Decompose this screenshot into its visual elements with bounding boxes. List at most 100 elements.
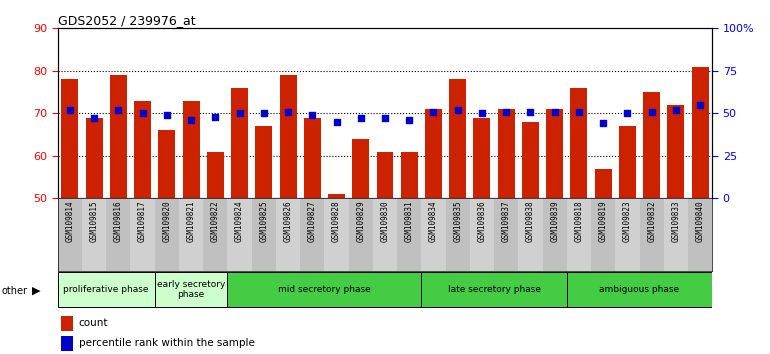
Point: [403, 117, 415, 123]
Point: [136, 110, 149, 116]
Point: [548, 109, 561, 114]
Text: GSM109819: GSM109819: [598, 200, 608, 242]
Text: GSM109820: GSM109820: [162, 200, 172, 242]
Bar: [668, 105, 685, 198]
Bar: [231, 88, 248, 198]
Bar: [494, 198, 518, 271]
Bar: [497, 109, 514, 198]
Bar: [182, 101, 199, 198]
Text: ambiguous phase: ambiguous phase: [600, 285, 680, 294]
Point: [500, 109, 512, 114]
Point: [282, 109, 294, 114]
Bar: [619, 126, 636, 198]
Bar: [62, 79, 79, 198]
Bar: [280, 75, 296, 198]
Bar: [134, 101, 151, 198]
Text: GSM109824: GSM109824: [235, 200, 244, 242]
Text: GSM109815: GSM109815: [89, 200, 99, 242]
Bar: [155, 272, 227, 307]
Bar: [276, 198, 300, 271]
Bar: [546, 109, 563, 198]
Bar: [591, 198, 615, 271]
Bar: [400, 152, 417, 198]
Bar: [643, 92, 660, 198]
Bar: [159, 130, 176, 198]
Text: GSM109836: GSM109836: [477, 200, 487, 242]
Text: GSM109831: GSM109831: [405, 200, 413, 242]
Bar: [421, 198, 446, 271]
Point: [330, 119, 343, 125]
Text: ▶: ▶: [32, 286, 40, 296]
Text: GSM109835: GSM109835: [454, 200, 462, 242]
Text: GSM109828: GSM109828: [332, 200, 341, 242]
Bar: [227, 198, 252, 271]
Bar: [179, 198, 203, 271]
Text: GSM109818: GSM109818: [574, 200, 584, 242]
Bar: [349, 198, 373, 271]
Text: late secretory phase: late secretory phase: [447, 285, 541, 294]
Point: [597, 121, 609, 126]
Bar: [543, 198, 567, 271]
Point: [112, 107, 125, 113]
Text: GSM109837: GSM109837: [502, 200, 511, 242]
Point: [573, 109, 585, 114]
Bar: [85, 118, 102, 198]
Bar: [640, 198, 664, 271]
Bar: [106, 198, 130, 271]
Text: GSM109833: GSM109833: [671, 200, 681, 242]
Bar: [377, 152, 393, 198]
Point: [233, 110, 246, 116]
Bar: [571, 88, 588, 198]
Point: [258, 110, 270, 116]
Text: GSM109840: GSM109840: [695, 200, 705, 242]
Bar: [691, 67, 708, 198]
Bar: [328, 194, 345, 198]
Point: [524, 109, 537, 114]
Text: GSM109832: GSM109832: [647, 200, 656, 242]
Text: GSM109814: GSM109814: [65, 200, 75, 242]
Bar: [82, 198, 106, 271]
Text: GDS2052 / 239976_at: GDS2052 / 239976_at: [58, 14, 196, 27]
Bar: [110, 75, 127, 198]
Bar: [615, 198, 640, 271]
Text: other: other: [2, 286, 28, 296]
Point: [645, 109, 658, 114]
Bar: [256, 126, 273, 198]
Point: [355, 115, 367, 121]
Text: early secretory
phase: early secretory phase: [157, 280, 226, 299]
Point: [161, 112, 173, 118]
Bar: [470, 198, 494, 271]
Bar: [522, 122, 539, 198]
Text: GSM109838: GSM109838: [526, 200, 535, 242]
Text: GSM109822: GSM109822: [211, 200, 219, 242]
Text: GSM109834: GSM109834: [429, 200, 438, 242]
Point: [621, 110, 634, 116]
Text: GSM109821: GSM109821: [186, 200, 196, 242]
Point: [64, 107, 76, 113]
Bar: [227, 272, 421, 307]
Bar: [449, 79, 466, 198]
Bar: [130, 198, 155, 271]
Point: [451, 107, 464, 113]
Bar: [61, 316, 73, 331]
Bar: [155, 198, 179, 271]
Bar: [203, 198, 227, 271]
Bar: [688, 198, 712, 271]
Bar: [474, 118, 490, 198]
Bar: [518, 198, 543, 271]
Text: GSM109839: GSM109839: [551, 200, 559, 242]
Text: GSM109830: GSM109830: [380, 200, 390, 242]
Bar: [397, 198, 421, 271]
Bar: [373, 198, 397, 271]
Bar: [324, 198, 349, 271]
Point: [88, 115, 100, 121]
Text: GSM109826: GSM109826: [283, 200, 293, 242]
Text: GSM109817: GSM109817: [138, 200, 147, 242]
Bar: [58, 198, 82, 271]
Bar: [446, 198, 470, 271]
Text: GSM109829: GSM109829: [357, 200, 365, 242]
Point: [379, 115, 391, 121]
Point: [670, 107, 682, 113]
Point: [427, 109, 440, 114]
Point: [694, 102, 706, 108]
